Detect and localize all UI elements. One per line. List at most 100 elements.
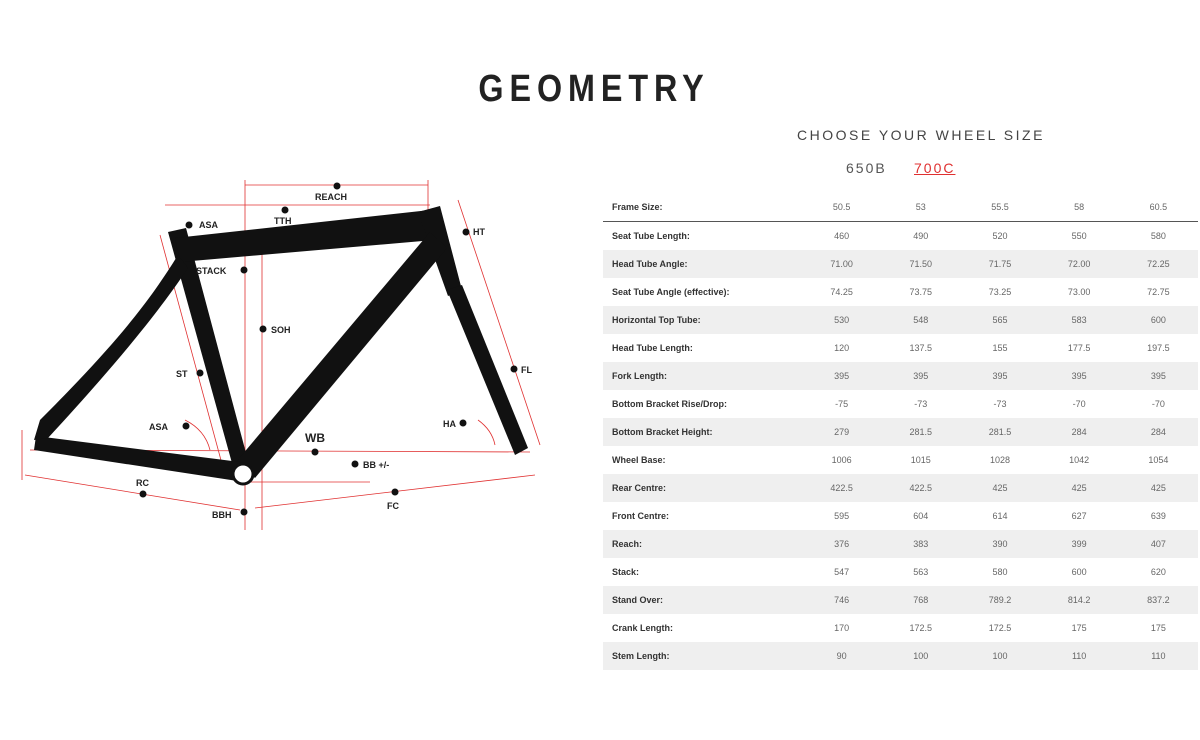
row-value: 407 bbox=[1118, 530, 1198, 558]
row-value: 627 bbox=[1071, 511, 1087, 521]
table-row: Bottom Bracket Rise/Drop: -75 -73 -73 -70 -70 bbox=[603, 390, 1198, 418]
table-row: Head Tube Angle: 71.00 71.50 71.75 72.00 72.2… bbox=[603, 250, 1198, 278]
row-value: -75 bbox=[835, 399, 849, 409]
row-value: 100 bbox=[960, 642, 1040, 670]
dimension-lines bbox=[21, 180, 541, 530]
row-value: 565 bbox=[960, 306, 1040, 334]
label-fl: FL bbox=[521, 365, 532, 375]
row-value: 422.5 bbox=[881, 474, 961, 502]
row-label: Stem Length: bbox=[603, 642, 802, 670]
row-value: 1054 bbox=[1148, 455, 1169, 465]
table-row: Seat Tube Angle (effective): 74.25 73.75 73… bbox=[603, 278, 1198, 306]
row-value: 73.75 bbox=[909, 287, 933, 297]
row-value: 520 bbox=[992, 231, 1008, 241]
row-value: 583 bbox=[1039, 306, 1119, 334]
page-title: GEOMETRY bbox=[478, 68, 710, 110]
row-value: 100 bbox=[881, 642, 961, 670]
label-bb: BB +/- bbox=[363, 460, 389, 470]
table-header-row: Frame Size: 50.5 53 55.5 58 60.5 bbox=[603, 193, 1198, 222]
row-label: Reach: bbox=[603, 530, 802, 558]
row-value: 460 bbox=[834, 231, 850, 241]
row-value: 172.5 bbox=[909, 623, 933, 633]
row-value: 422.5 bbox=[802, 474, 882, 502]
row-value: -70 bbox=[1151, 399, 1165, 409]
table-row: Stand Over: 746 768 789.2 814.2 837.2 bbox=[603, 586, 1198, 614]
row-label: Crank Length: bbox=[612, 623, 674, 633]
row-value: 600 bbox=[1118, 306, 1198, 334]
row-label: Rear Centre: bbox=[603, 474, 802, 502]
row-value: 425 bbox=[960, 474, 1040, 502]
row-value: 550 bbox=[1071, 231, 1087, 241]
row-value: 814.2 bbox=[1039, 586, 1119, 614]
label-rc: RC bbox=[136, 478, 149, 488]
row-value: 746 bbox=[802, 586, 882, 614]
row-value: -73 bbox=[993, 399, 1007, 409]
row-label: Horizontal Top Tube: bbox=[603, 306, 802, 334]
row-value: 137.5 bbox=[909, 343, 933, 353]
row-label: Wheel Base: bbox=[612, 455, 666, 465]
table-row: Fork Length: 395 395 395 395 395 bbox=[603, 362, 1198, 390]
row-value: 548 bbox=[881, 306, 961, 334]
label-soh: SOH bbox=[271, 325, 291, 335]
table-row: Seat Tube Length: 460 490 520 550 580 bbox=[603, 222, 1198, 251]
row-label: Stand Over: bbox=[603, 586, 802, 614]
row-value: 110 bbox=[1118, 642, 1198, 670]
table-row: Front Centre: 595 604 614 627 639 bbox=[603, 502, 1198, 530]
label-st: ST bbox=[176, 369, 188, 379]
label-stack: STACK bbox=[196, 266, 227, 276]
row-value: 490 bbox=[913, 231, 929, 241]
frame-size: 58 bbox=[1039, 193, 1119, 222]
row-value: 72.00 bbox=[1039, 250, 1119, 278]
row-value: 177.5 bbox=[1067, 343, 1091, 353]
row-value: 71.50 bbox=[881, 250, 961, 278]
row-value: 110 bbox=[1039, 642, 1119, 670]
row-label: Front Centre: bbox=[612, 511, 669, 521]
wheel-size-label: CHOOSE YOUR WHEEL SIZE bbox=[797, 127, 1045, 143]
table-row: Head Tube Length: 120 137.5 155 177.5 197.5 bbox=[603, 334, 1198, 362]
row-value: 395 bbox=[802, 362, 882, 390]
table-row: Rear Centre: 422.5 422.5 425 425 425 bbox=[603, 474, 1198, 502]
row-value: 425 bbox=[1039, 474, 1119, 502]
geometry-table: Frame Size: 50.5 53 55.5 58 60.5 Seat Tu… bbox=[603, 193, 1198, 670]
frame-size: 55.5 bbox=[960, 193, 1040, 222]
row-value: 175 bbox=[1071, 623, 1087, 633]
row-value: 281.5 bbox=[960, 418, 1040, 446]
row-value: 547 bbox=[834, 567, 850, 577]
label-reach: REACH bbox=[315, 192, 347, 202]
row-value: -70 bbox=[1072, 399, 1086, 409]
row-value: 1042 bbox=[1069, 455, 1090, 465]
wheel-option-650b[interactable]: 650B bbox=[846, 160, 887, 176]
row-value: 72.25 bbox=[1118, 250, 1198, 278]
row-value: 395 bbox=[960, 362, 1040, 390]
label-ht: HT bbox=[473, 227, 485, 237]
table-row: Stem Length: 90 100 100 110 110 bbox=[603, 642, 1198, 670]
frame-size: 50.5 bbox=[802, 193, 882, 222]
row-value: 284 bbox=[1118, 418, 1198, 446]
row-value: 395 bbox=[1118, 362, 1198, 390]
row-value: 837.2 bbox=[1118, 586, 1198, 614]
frame-geometry-diagram: REACH TTH ASA HT STACK SOH ST FL ASA HA … bbox=[21, 180, 541, 530]
label-tth: TTH bbox=[274, 216, 292, 226]
row-value: 71.75 bbox=[960, 250, 1040, 278]
row-value: 72.75 bbox=[1147, 287, 1170, 297]
row-value: 639 bbox=[1150, 511, 1166, 521]
row-value: 74.25 bbox=[830, 287, 853, 297]
label-asa: ASA bbox=[149, 422, 169, 432]
table-row: Horizontal Top Tube: 530 548 565 583 600 bbox=[603, 306, 1198, 334]
wheel-option-700c[interactable]: 700C bbox=[914, 160, 956, 176]
row-label: Bottom Bracket Height: bbox=[603, 418, 802, 446]
row-value: 1028 bbox=[989, 455, 1010, 465]
table-row: Bottom Bracket Height: 279 281.5 281.5 284 28… bbox=[603, 418, 1198, 446]
row-value: 281.5 bbox=[881, 418, 961, 446]
row-value: 175 bbox=[1150, 623, 1166, 633]
frame-size: 53 bbox=[881, 193, 961, 222]
table-row: Crank Length: 170 172.5 172.5 175 175 bbox=[603, 614, 1198, 642]
row-value: 530 bbox=[802, 306, 882, 334]
label-ha: HA bbox=[443, 419, 456, 429]
row-value: 1006 bbox=[831, 455, 852, 465]
label-asa-top: ASA bbox=[199, 220, 219, 230]
row-value: 768 bbox=[881, 586, 961, 614]
row-value: 399 bbox=[1039, 530, 1119, 558]
row-value: 425 bbox=[1118, 474, 1198, 502]
row-value: 604 bbox=[913, 511, 929, 521]
